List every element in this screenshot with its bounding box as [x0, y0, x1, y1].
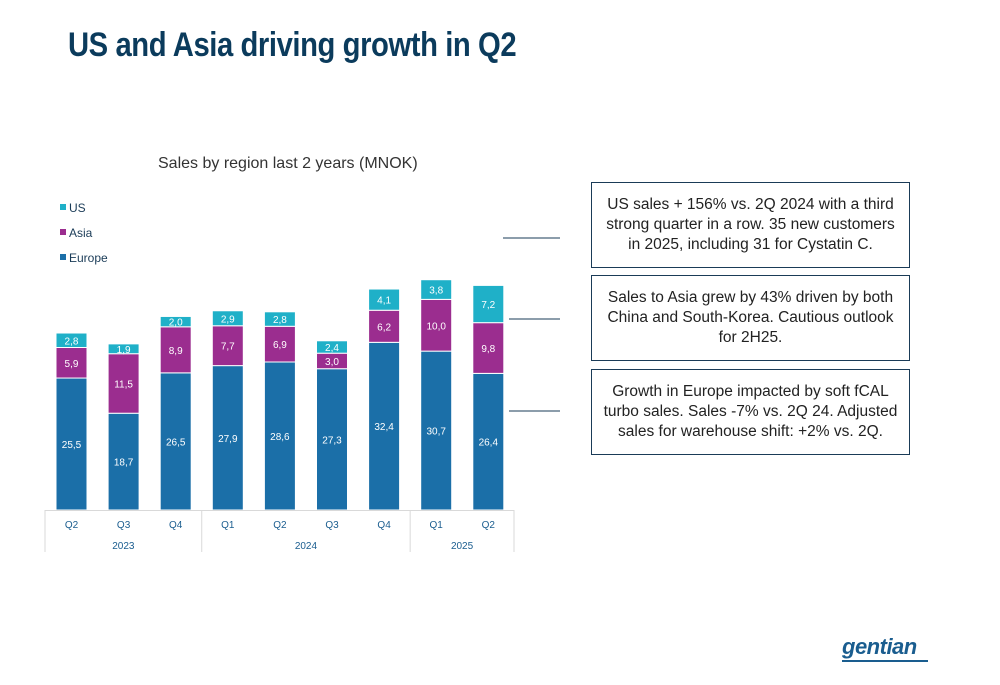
- data-label-asia: 6,9: [273, 340, 287, 351]
- data-label-asia: 5,9: [65, 359, 79, 370]
- x-tick-label: Q1: [430, 520, 444, 531]
- callout-asia: Sales to Asia grew by 43% driven by both…: [591, 275, 910, 361]
- data-label-europe: 18,7: [114, 458, 134, 469]
- bar-us: [472, 284, 505, 324]
- bar-us: [107, 343, 140, 355]
- data-label-us: 3,8: [429, 286, 443, 297]
- bar-asia: [420, 298, 453, 352]
- data-label-asia: 10,0: [426, 321, 446, 332]
- x-tick-label: Q2: [65, 520, 79, 531]
- bar-asia: [368, 309, 401, 343]
- callout-europe-text: Growth in Europe impacted by soft fCAL t…: [603, 383, 898, 440]
- x-tick-label: Q4: [169, 520, 183, 531]
- data-label-asia: 6,2: [377, 322, 391, 333]
- data-label-us: 2,8: [65, 336, 79, 347]
- logo-underline: [842, 660, 928, 662]
- data-label-europe: 25,5: [62, 440, 82, 451]
- data-label-us: 2,4: [325, 343, 339, 354]
- legend-label-asia: Asia: [69, 226, 93, 240]
- bar-europe: [420, 350, 453, 511]
- data-label-asia: 3,0: [325, 357, 339, 368]
- bar-europe: [263, 361, 296, 511]
- data-label-us: 1,9: [117, 345, 131, 356]
- x-tick-label: Q4: [377, 520, 391, 531]
- bar-us: [55, 332, 88, 349]
- data-label-us: 2,8: [273, 315, 287, 326]
- bar-asia: [263, 325, 296, 363]
- bar-us: [211, 310, 244, 327]
- year-label: 2024: [295, 541, 318, 552]
- x-tick-label: Q3: [325, 520, 339, 531]
- data-label-asia: 7,7: [221, 342, 235, 353]
- legend-swatch-asia: [60, 229, 66, 235]
- data-label-europe: 28,6: [270, 432, 290, 443]
- bar-us: [420, 279, 453, 300]
- callout-us: US sales + 156% vs. 2Q 2024 with a third…: [591, 182, 910, 268]
- chart-title: Sales by region last 2 years (MNOK): [158, 155, 418, 172]
- data-label-us: 2,0: [169, 318, 183, 329]
- x-tick-label: Q2: [273, 520, 287, 531]
- legend-swatch-us: [60, 204, 66, 210]
- x-tick-label: Q2: [482, 520, 496, 531]
- data-label-asia: 8,9: [169, 346, 183, 357]
- legend-swatch-europe: [60, 254, 66, 260]
- callout-us-text: US sales + 156% vs. 2Q 2024 with a third…: [606, 196, 895, 253]
- slide-title: US and Asia driving growth in Q2: [68, 26, 517, 64]
- data-label-us: 7,2: [481, 300, 495, 311]
- data-label-europe: 27,9: [218, 434, 238, 445]
- legend-label-us: US: [69, 201, 86, 215]
- bar-europe: [55, 377, 88, 511]
- data-label-europe: 27,3: [322, 435, 342, 446]
- callout-europe: Growth in Europe impacted by soft fCAL t…: [591, 369, 910, 455]
- data-label-europe: 26,4: [479, 438, 499, 449]
- bar-us: [316, 340, 348, 354]
- stacked-bar-chart: 25,5 5,9 2,8 18,7 11,5 1,9 26,5 8,9 2,0 27,9 7,7 2,…: [44, 201, 560, 552]
- bar-us: [159, 315, 192, 328]
- data-label-asia: 9,8: [481, 344, 495, 355]
- data-label-europe: 26,5: [166, 437, 186, 448]
- data-label-us: 4,1: [377, 296, 391, 307]
- callout-asia-text: Sales to Asia grew by 43% driven by both…: [607, 289, 894, 346]
- x-tick-label: Q1: [221, 520, 235, 531]
- x-tick-label: Q3: [117, 520, 131, 531]
- bar-us: [368, 288, 401, 311]
- data-label-asia: 11,5: [114, 379, 133, 390]
- data-label-us: 2,9: [221, 314, 235, 325]
- data-label-europe: 32,4: [374, 422, 394, 433]
- gentian-logo: gentian: [842, 634, 917, 659]
- bar-us: [263, 311, 296, 327]
- year-label: 2025: [451, 541, 474, 552]
- bar-europe: [472, 372, 505, 511]
- legend-label-europe: Europe: [69, 251, 108, 265]
- data-label-europe: 30,7: [426, 427, 446, 438]
- year-label: 2023: [112, 541, 135, 552]
